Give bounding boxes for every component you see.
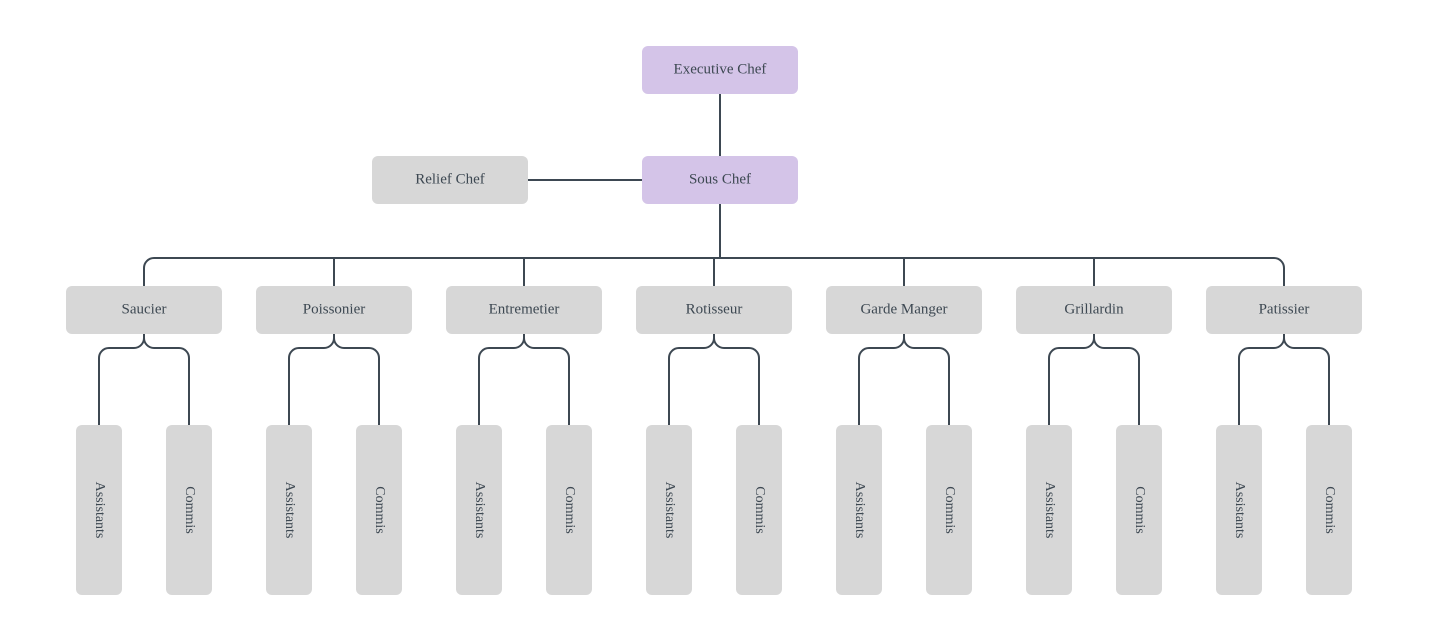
node-commis-2: Commis	[546, 425, 592, 595]
connector	[1239, 334, 1284, 425]
node-assistants-1: Assistants	[266, 425, 312, 595]
node-commis-1-label: Commis	[372, 486, 387, 533]
connector	[479, 334, 524, 425]
node-sous-chef-label: Sous Chef	[689, 171, 751, 187]
node-commis-6: Commis	[1306, 425, 1352, 595]
node-executive-chef-label: Executive Chef	[674, 61, 767, 77]
connector	[1284, 334, 1329, 425]
node-station-1: Poissonier	[256, 286, 412, 334]
node-station-6: Patissier	[1206, 286, 1362, 334]
connector	[289, 334, 334, 425]
org-chart: Executive Chef Sous Chef Relief Chef Saucie…	[0, 0, 1440, 640]
connector	[714, 334, 759, 425]
connector	[99, 334, 144, 425]
connector	[1049, 334, 1094, 425]
node-commis-0-label: Commis	[182, 486, 197, 533]
node-assistants-0: Assistants	[76, 425, 122, 595]
node-assistants-5: Assistants	[1026, 425, 1072, 595]
node-commis-5-label: Commis	[1132, 486, 1147, 533]
node-assistants-4: Assistants	[836, 425, 882, 595]
connector	[904, 334, 949, 425]
node-station-1-label: Poissonier	[303, 301, 366, 317]
node-commis-2-label: Commis	[562, 486, 577, 533]
node-station-5-label: Grillardin	[1064, 301, 1124, 317]
node-assistants-2: Assistants	[456, 425, 502, 595]
node-assistants-6-label: Assistants	[1232, 482, 1247, 539]
connector	[144, 258, 720, 286]
node-assistants-1-label: Assistants	[282, 482, 297, 539]
node-station-4: Garde Manger	[826, 286, 982, 334]
node-station-3-label: Rotisseur	[686, 301, 743, 317]
node-commis-4: Commis	[926, 425, 972, 595]
node-executive-chef: Executive Chef	[642, 46, 798, 94]
node-relief-chef: Relief Chef	[372, 156, 528, 204]
node-station-0-label: Saucier	[122, 301, 167, 317]
node-assistants-0-label: Assistants	[92, 482, 107, 539]
node-station-5: Grillardin	[1016, 286, 1172, 334]
connector	[334, 334, 379, 425]
node-assistants-6: Assistants	[1216, 425, 1262, 595]
node-assistants-5-label: Assistants	[1042, 482, 1057, 539]
node-station-2-label: Entremetier	[489, 301, 560, 317]
node-commis-0: Commis	[166, 425, 212, 595]
connector	[859, 334, 904, 425]
node-commis-5: Commis	[1116, 425, 1162, 595]
node-commis-4-label: Commis	[942, 486, 957, 533]
node-assistants-3: Assistants	[646, 425, 692, 595]
node-sous-chef: Sous Chef	[642, 156, 798, 204]
node-assistants-3-label: Assistants	[662, 482, 677, 539]
connector	[669, 334, 714, 425]
node-commis-6-label: Commis	[1322, 486, 1337, 533]
connector	[144, 334, 189, 425]
connector	[1094, 334, 1139, 425]
node-station-3: Rotisseur	[636, 286, 792, 334]
node-commis-3: Commis	[736, 425, 782, 595]
connector	[720, 258, 1284, 286]
node-station-6-label: Patissier	[1259, 301, 1310, 317]
node-commis-3-label: Commis	[752, 486, 767, 533]
node-station-0: Saucier	[66, 286, 222, 334]
node-station-2: Entremetier	[446, 286, 602, 334]
node-commis-1: Commis	[356, 425, 402, 595]
connector	[524, 334, 569, 425]
node-assistants-2-label: Assistants	[472, 482, 487, 539]
node-assistants-4-label: Assistants	[852, 482, 867, 539]
node-station-4-label: Garde Manger	[860, 301, 947, 317]
node-relief-chef-label: Relief Chef	[415, 171, 485, 187]
